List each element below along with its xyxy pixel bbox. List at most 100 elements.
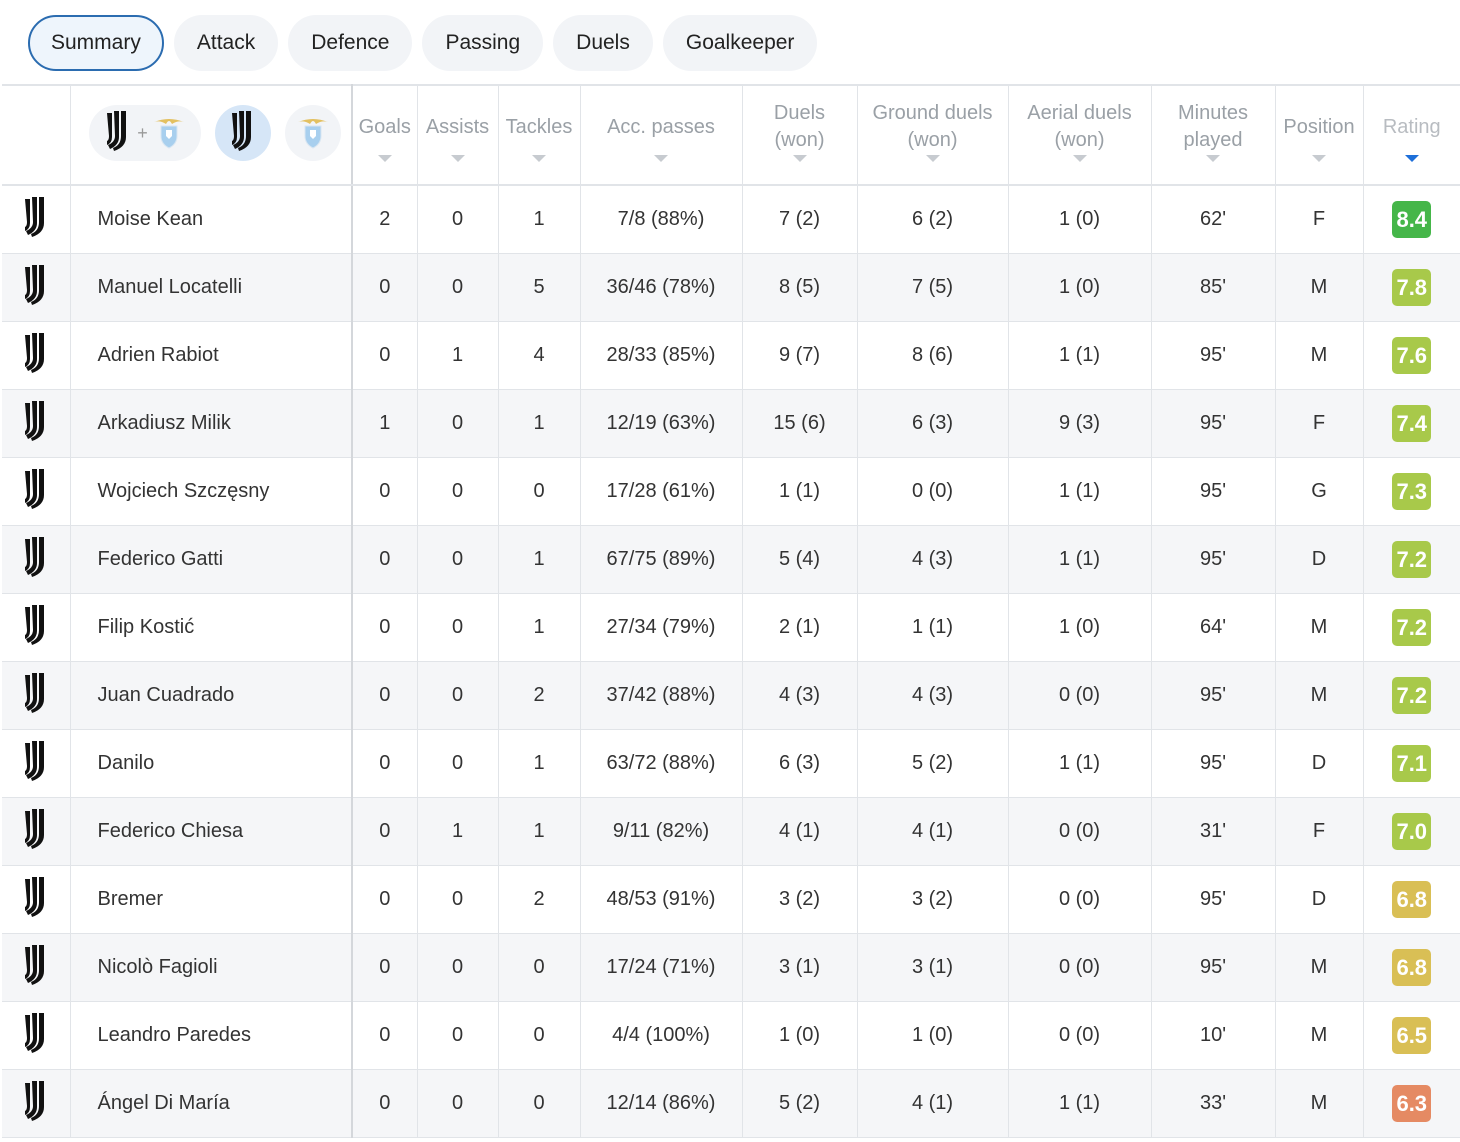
table-row[interactable]: Manuel Locatelli 0 0 5 36/46 (78%) 8 (5) 7 (5)… (2, 253, 1460, 322)
player-name[interactable]: Bremer (70, 865, 353, 934)
col-assists-label: Assists (425, 115, 490, 138)
player-name[interactable]: Federico Gatti (70, 525, 353, 594)
rating-cell: 7.2 (1363, 525, 1460, 594)
juventus-logo-icon (21, 535, 51, 583)
sort-arrow-icon (532, 155, 546, 162)
rating-badge[interactable]: 7.6 (1392, 336, 1432, 374)
tab-summary[interactable]: Summary (28, 15, 164, 71)
tab-attack[interactable]: Attack (173, 15, 279, 71)
rating-badge[interactable]: 7.3 (1392, 472, 1432, 510)
col-minutes[interactable]: Minutes played (1151, 84, 1276, 186)
team-filter-lazio[interactable] (284, 105, 341, 161)
header-row: + Goals Assists Tackles Acc. passes Duel… (2, 84, 1460, 186)
player-name[interactable]: Wojciech Szczęsny (70, 457, 353, 526)
juventus-logo-icon (21, 467, 51, 515)
col-acc-passes[interactable]: Acc. passes (580, 84, 743, 186)
aerial-duels-cell: 1 (0) (1008, 185, 1152, 254)
team-logo-cell (2, 593, 71, 662)
rating-badge[interactable]: 7.1 (1392, 744, 1432, 782)
rating-badge[interactable]: 7.2 (1392, 540, 1432, 578)
position-cell: M (1275, 661, 1364, 730)
player-name[interactable]: Arkadiusz Milik (70, 389, 353, 458)
team-logo-cell (2, 389, 71, 458)
player-name[interactable]: Danilo (70, 729, 353, 798)
minutes-cell: 95' (1151, 661, 1276, 730)
team-logo-cell (2, 865, 71, 934)
tab-duels[interactable]: Duels (553, 15, 653, 71)
tab-defence[interactable]: Defence (288, 15, 413, 71)
table-row[interactable]: Danilo 0 0 1 63/72 (88%) 6 (3) 5 (2) 1 (1) 95' D 7… (2, 729, 1460, 798)
assists-cell: 0 (417, 253, 499, 322)
table-row[interactable]: Leandro Paredes 0 0 0 4/4 (100%) 1 (0) 1 (0) 0 … (2, 1001, 1460, 1070)
player-name[interactable]: Adrien Rabiot (70, 321, 353, 390)
table-row[interactable]: Federico Gatti 0 0 1 67/75 (89%) 5 (4) 4 (3) 1 … (2, 525, 1460, 594)
rating-badge[interactable]: 6.3 (1392, 1084, 1432, 1122)
rating-badge[interactable]: 8.4 (1392, 200, 1432, 238)
table-row[interactable]: Juan Cuadrado 0 0 2 37/42 (88%) 4 (3) 4 (3) 0 (… (2, 661, 1460, 730)
player-name[interactable]: Ángel Di María (70, 1069, 353, 1138)
tackles-cell: 0 (498, 1069, 581, 1138)
player-name[interactable]: Filip Kostić (70, 593, 353, 662)
team-logo-cell (2, 253, 71, 322)
table-row[interactable]: Ángel Di María 0 0 0 12/14 (86%) 5 (2) 4 (1) 1 … (2, 1069, 1460, 1138)
player-name[interactable]: Nicolò Fagioli (70, 933, 353, 1002)
col-ground-duels[interactable]: Ground duels (won) (857, 84, 1009, 186)
aerial-duels-cell: 0 (0) (1008, 797, 1152, 866)
table-row[interactable]: Wojciech Szczęsny 0 0 0 17/28 (61%) 1 (1) 0 (0… (2, 457, 1460, 526)
tab-passing[interactable]: Passing (422, 15, 544, 71)
player-name[interactable]: Federico Chiesa (70, 797, 353, 866)
table-row[interactable]: Adrien Rabiot 0 1 4 28/33 (85%) 9 (7) 8 (6) 1 (… (2, 321, 1460, 390)
acc-passes-cell: 28/33 (85%) (580, 321, 743, 390)
table-row[interactable]: Bremer 0 0 2 48/53 (91%) 3 (2) 3 (2) 0 (0) 95' D 6… (2, 865, 1460, 934)
minutes-cell: 95' (1151, 933, 1276, 1002)
rating-badge[interactable]: 7.4 (1392, 404, 1432, 442)
rating-cell: 7.8 (1363, 253, 1460, 322)
tackles-cell: 1 (498, 185, 581, 254)
team-filter-both[interactable]: + (88, 105, 201, 161)
col-rating[interactable]: Rating (1363, 84, 1460, 186)
col-duels[interactable]: Duels (won) (742, 84, 858, 186)
player-name[interactable]: Moise Kean (70, 185, 353, 254)
position-cell: M (1275, 1001, 1364, 1070)
tackles-cell: 0 (498, 1001, 581, 1070)
goals-cell: 2 (352, 185, 418, 254)
rating-badge[interactable]: 7.0 (1392, 812, 1432, 850)
minutes-cell: 10' (1151, 1001, 1276, 1070)
col-tackles[interactable]: Tackles (498, 84, 581, 186)
team-logo-cell (2, 525, 71, 594)
col-assists[interactable]: Assists (417, 84, 499, 186)
player-name[interactable]: Leandro Paredes (70, 1001, 353, 1070)
table-row[interactable]: Moise Kean 2 0 1 7/8 (88%) 7 (2) 6 (2) 1 (0) 62'… (2, 185, 1460, 254)
rating-badge[interactable]: 6.5 (1392, 1016, 1432, 1054)
player-name[interactable]: Juan Cuadrado (70, 661, 353, 730)
minutes-cell: 31' (1151, 797, 1276, 866)
table-row[interactable]: Nicolò Fagioli 0 0 0 17/24 (71%) 3 (1) 3 (1) 0 … (2, 933, 1460, 1002)
team-logo-cell (2, 661, 71, 730)
duels-cell: 1 (1) (742, 457, 858, 526)
col-goals[interactable]: Goals (352, 84, 418, 186)
table-row[interactable]: Filip Kostić 0 0 1 27/34 (79%) 2 (1) 1 (1) 1 (0… (2, 593, 1460, 662)
juventus-logo-icon (21, 943, 51, 991)
rating-badge[interactable]: 7.2 (1392, 608, 1432, 646)
lazio-logo-icon (296, 110, 330, 156)
rating-cell: 6.8 (1363, 933, 1460, 1002)
rating-badge[interactable]: 6.8 (1392, 880, 1432, 918)
col-aerial-duels[interactable]: Aerial duels (won) (1008, 84, 1152, 186)
acc-passes-cell: 63/72 (88%) (580, 729, 743, 798)
col-rating-label: Rating (1382, 115, 1441, 138)
rating-badge[interactable]: 7.8 (1392, 268, 1432, 306)
col-position[interactable]: Position (1275, 84, 1364, 186)
juventus-logo-icon (21, 263, 51, 311)
rating-badge[interactable]: 7.2 (1392, 676, 1432, 714)
tackles-cell: 5 (498, 253, 581, 322)
ground-duels-cell: 0 (0) (857, 457, 1009, 526)
team-filter-juventus[interactable] (214, 105, 271, 161)
minutes-cell: 95' (1151, 865, 1276, 934)
player-name[interactable]: Manuel Locatelli (70, 253, 353, 322)
table-row[interactable]: Federico Chiesa 0 1 1 9/11 (82%) 4 (1) 4 (1) 0 … (2, 797, 1460, 866)
aerial-duels-cell: 1 (1) (1008, 457, 1152, 526)
rating-cell: 7.1 (1363, 729, 1460, 798)
tab-goalkeeper[interactable]: Goalkeeper (662, 15, 818, 71)
table-row[interactable]: Arkadiusz Milik 1 0 1 12/19 (63%) 15 (6) 6 (3)… (2, 389, 1460, 458)
rating-badge[interactable]: 6.8 (1392, 948, 1432, 986)
